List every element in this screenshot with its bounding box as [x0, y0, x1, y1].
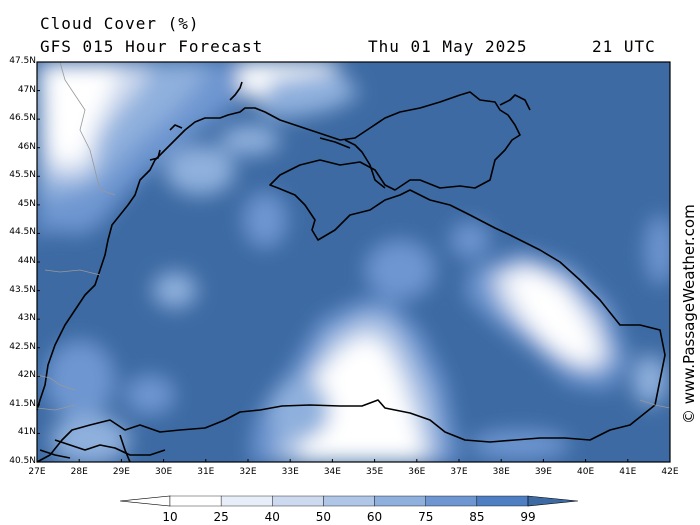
chart-title: Cloud Cover (%) [40, 14, 200, 33]
colorbar-cell [374, 495, 426, 507]
colorbar-cell [220, 495, 273, 507]
cloud-field [37, 62, 670, 462]
forecast-time: 21 UTC [592, 37, 656, 56]
longitude-label: 36E [408, 467, 426, 477]
colorbar-cell [272, 495, 324, 507]
longitude-label: 37E [450, 467, 468, 477]
latitude-label: 41N [17, 427, 36, 438]
longitude-label: 34E [323, 467, 341, 477]
longitude-label: 32E [239, 467, 257, 477]
latitude-label: 47.5N [9, 56, 36, 66]
latitude-label: 40.5N [9, 456, 36, 466]
colorbar-label: 99 [520, 510, 536, 524]
longitude-label: 33E [281, 467, 299, 477]
watermark: © www.PassageWeather.com [680, 204, 698, 424]
colorbar-label: 75 [418, 510, 434, 524]
longitude-label: 39E [534, 467, 552, 477]
coastline [36, 81, 666, 463]
latitude-label: 45.5N [9, 170, 36, 181]
latitude-label: 42N [17, 370, 36, 381]
latitude-label: 43.5N [9, 284, 36, 295]
colorbar-cell [169, 495, 222, 507]
longitude-label: 38E [492, 467, 510, 477]
colorbar-cell [323, 495, 375, 507]
latitude-label: 45N [17, 198, 36, 209]
forecast-date: Thu 01 May 2025 [368, 37, 528, 56]
longitude-label: 30E [155, 467, 173, 477]
longitude-label: 41E [619, 467, 637, 477]
axis-ticks [36, 61, 671, 463]
colorbar-label: 40 [264, 510, 280, 524]
longitude-label: 31E [197, 467, 215, 477]
colorbar-label: 60 [366, 510, 383, 524]
colorbar-arrow-right [527, 495, 579, 507]
colorbar [119, 495, 579, 507]
longitude-label: 27E [28, 467, 46, 477]
longitude-label: 28E [70, 467, 88, 477]
latitude-label: 42.5N [9, 341, 36, 352]
colorbar-cell [425, 495, 478, 507]
latitude-label: 43N [17, 313, 36, 324]
latitude-label: 41.5N [9, 398, 36, 409]
colorbar-label: 25 [213, 510, 229, 524]
latitude-label: 44.5N [9, 227, 36, 238]
colorbar-label: 50 [315, 510, 332, 524]
longitude-label: 29E [112, 467, 130, 477]
colorbar-arrow-left [119, 495, 171, 507]
colorbar-label: 85 [469, 510, 485, 524]
forecast-subtitle: GFS 015 Hour Forecast [40, 37, 264, 56]
latitude-label: 47N [17, 84, 36, 95]
latitude-label: 44N [17, 256, 36, 266]
longitude-label: 40E [577, 467, 595, 477]
colorbar-cell [476, 495, 529, 507]
longitude-label: 42E [661, 467, 679, 477]
latitude-label: 46.5N [9, 113, 36, 124]
country-borders [36, 61, 671, 411]
latitude-label: 46N [17, 141, 36, 152]
longitude-label: 35E [366, 467, 384, 477]
colorbar-label: 10 [162, 510, 178, 524]
